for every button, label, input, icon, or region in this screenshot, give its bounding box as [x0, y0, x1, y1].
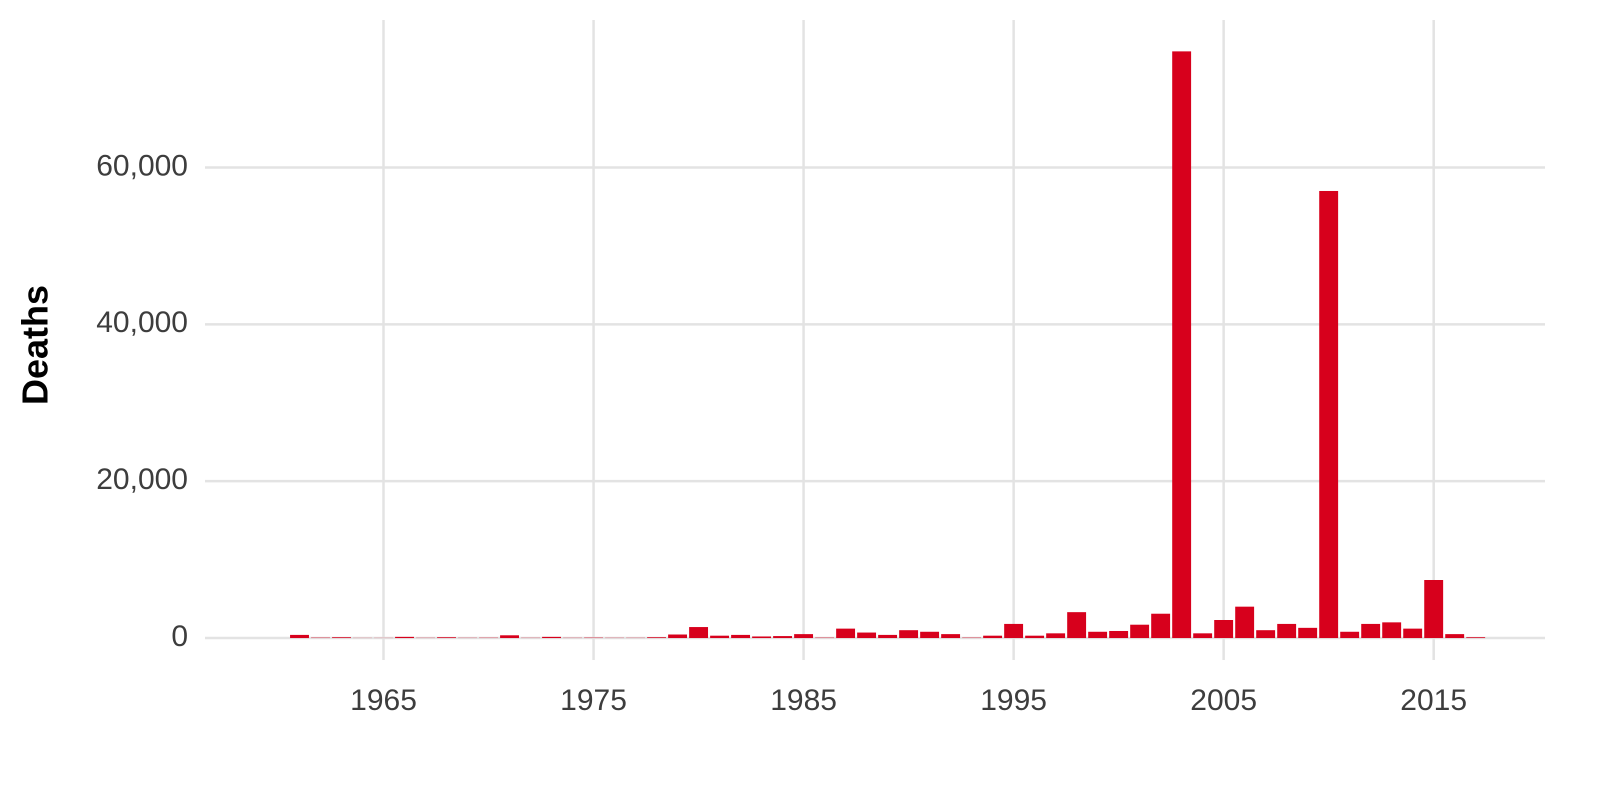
bar — [395, 636, 414, 639]
bar — [542, 636, 562, 639]
x-tick-label: 2005 — [1190, 684, 1257, 717]
bar — [332, 637, 351, 639]
grid — [205, 20, 1545, 660]
bar — [1067, 612, 1087, 639]
bar — [437, 637, 456, 639]
bar — [1382, 622, 1402, 639]
bar — [1172, 51, 1192, 639]
bar — [857, 632, 877, 639]
bar — [1025, 635, 1045, 639]
bar — [1130, 624, 1150, 639]
bar — [1088, 631, 1108, 639]
bar — [1004, 623, 1024, 639]
bar — [1235, 606, 1255, 639]
x-tick-label: 1965 — [350, 684, 417, 717]
bar — [794, 634, 814, 639]
x-tick-label: 2015 — [1400, 684, 1467, 717]
bar — [1277, 623, 1297, 639]
bar — [1403, 628, 1423, 639]
x-tick-label: 1975 — [560, 684, 627, 717]
bar — [941, 634, 961, 639]
bar — [878, 634, 898, 639]
bar — [1193, 633, 1213, 639]
bar — [1445, 634, 1465, 639]
tick-labels: 0 20,000 40,000 60,000 1965 1975 1985 1995 2005 2… — [96, 149, 1467, 717]
y-tick-label: 0 — [171, 620, 188, 653]
bar — [836, 628, 856, 639]
y-axis-title: Deaths — [15, 285, 56, 405]
y-tick-label: 60,000 — [96, 149, 188, 182]
bar — [1340, 631, 1360, 639]
bar — [1466, 637, 1486, 639]
bar — [1046, 633, 1066, 639]
bar — [1256, 630, 1276, 639]
x-tick-label: 1995 — [980, 684, 1047, 717]
bar — [920, 631, 940, 639]
bar — [752, 636, 772, 639]
bars — [290, 51, 1486, 639]
x-tick-label: 1985 — [770, 684, 837, 717]
bar — [773, 636, 793, 639]
bar — [689, 627, 709, 639]
y-tick-label: 40,000 — [96, 306, 188, 339]
bar — [1151, 613, 1171, 639]
bar — [899, 630, 919, 639]
bar — [731, 634, 751, 639]
bar — [710, 635, 730, 639]
bar — [500, 635, 519, 639]
bar — [1424, 580, 1444, 639]
bar — [647, 637, 667, 639]
bar — [1319, 190, 1339, 639]
bar — [1298, 627, 1318, 639]
bar — [1361, 623, 1381, 639]
bar — [290, 634, 309, 639]
y-tick-label: 20,000 — [96, 463, 188, 496]
bar — [668, 634, 688, 639]
bar — [983, 635, 1003, 639]
bar — [1109, 630, 1129, 639]
bar — [1214, 620, 1234, 639]
